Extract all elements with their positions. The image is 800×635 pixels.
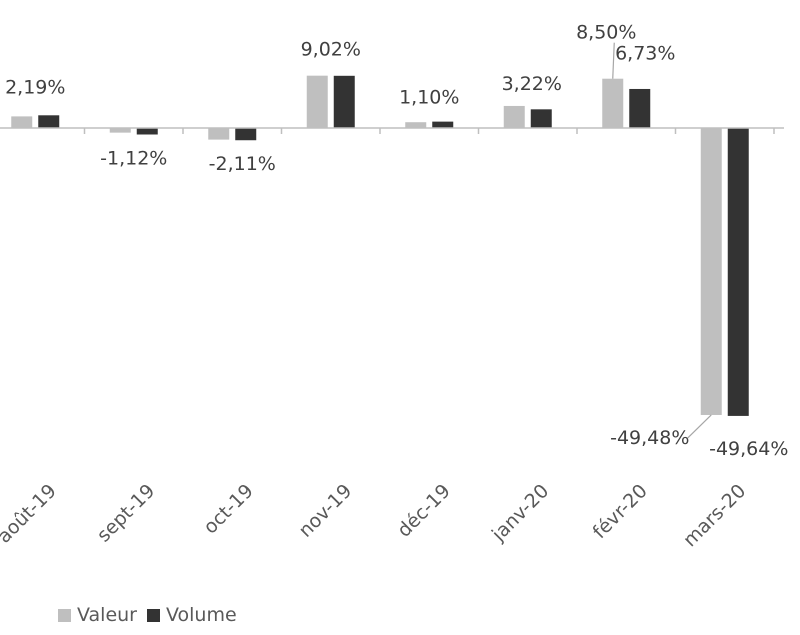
bar-valeur-mars-20 xyxy=(700,128,722,415)
x-tick-label-sept-19: sept-19 xyxy=(93,480,160,547)
leader-line xyxy=(612,42,615,79)
data-label-nov-19: 9,02% xyxy=(301,39,361,61)
legend-swatch-valeur xyxy=(58,608,71,622)
bar-valeur-nov-19 xyxy=(306,75,328,128)
x-tick-label-mars-20: mars-20 xyxy=(679,480,750,551)
bar-volume-janv-20 xyxy=(530,109,552,128)
x-tick-label-oct-19: oct-19 xyxy=(199,480,257,538)
x-tick-label-nov-19: nov-19 xyxy=(294,480,356,542)
bar-valeur-dec-19 xyxy=(405,122,427,128)
x-axis-ticks xyxy=(83,128,775,134)
data-label-aout-19: 2,19% xyxy=(5,76,65,98)
data-label-dec-19: 1,10% xyxy=(399,87,459,109)
bar-volume-mars-20 xyxy=(727,128,749,416)
bar-chart: 2,19% -1,12% -2,11% 9,02% 1,10% 3,22% 8,50%6,7… xyxy=(0,22,788,551)
bar-valeur-janv-20 xyxy=(503,105,525,128)
bar-valeur-oct-19 xyxy=(208,128,230,140)
x-tick-label-aout-19: août-19 xyxy=(0,480,61,548)
legend-item-volume: Volume xyxy=(147,604,237,626)
legend: Valeur Volume xyxy=(58,604,237,626)
data-label-mars-20: -49,48% xyxy=(610,427,689,449)
data-label-fevr-20: 8,50% xyxy=(576,22,636,44)
bar-volume-oct-19 xyxy=(235,128,257,141)
data-label-fevr-20: 6,73% xyxy=(615,43,675,65)
leader-line xyxy=(687,414,712,439)
bar-volume-sept-19 xyxy=(136,128,158,135)
data-labels: 2,19% -1,12% -2,11% 9,02% 1,10% 3,22% 8,50%6,7… xyxy=(5,22,788,460)
x-axis-labels: août-19 sept-19 oct-19 nov-19 déc-19 janv-20 f… xyxy=(0,480,750,551)
x-tick-label-dec-19: déc-19 xyxy=(393,480,455,542)
data-label-sept-19: -1,12% xyxy=(100,147,167,169)
data-label-mars-20: -49,64% xyxy=(709,438,788,460)
bars-group xyxy=(11,75,749,416)
data-label-janv-20: 3,22% xyxy=(502,73,562,95)
legend-swatch-volume xyxy=(147,608,160,622)
bar-volume-aout-19 xyxy=(38,115,60,128)
leader-lines xyxy=(612,42,712,439)
bar-valeur-sept-19 xyxy=(109,128,131,133)
bar-volume-dec-19 xyxy=(432,121,454,128)
bar-valeur-aout-19 xyxy=(11,116,33,128)
x-tick-label-janv-20: janv-20 xyxy=(487,480,553,546)
legend-item-valeur: Valeur xyxy=(58,604,137,626)
legend-label-valeur: Valeur xyxy=(77,604,137,626)
x-tick-label-fevr-20: févr-20 xyxy=(589,480,652,543)
bar-volume-fevr-20 xyxy=(629,88,651,128)
data-label-oct-19: -2,11% xyxy=(209,153,276,175)
bar-volume-nov-19 xyxy=(333,75,355,128)
bar-valeur-fevr-20 xyxy=(602,78,624,128)
legend-label-volume: Volume xyxy=(166,604,237,626)
